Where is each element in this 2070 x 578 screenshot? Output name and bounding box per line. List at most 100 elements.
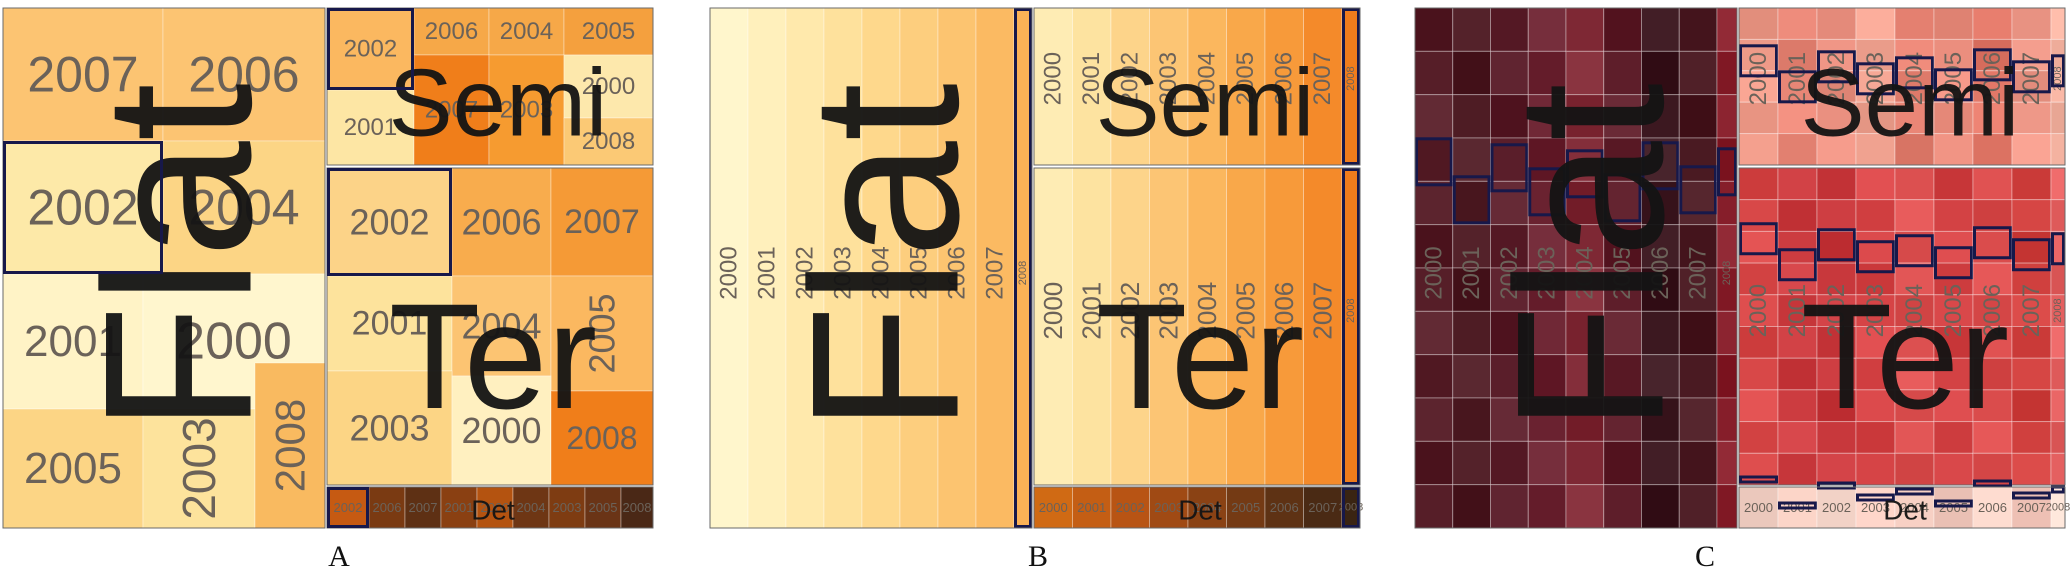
- c-flat-cell-2000-4: [1414, 180, 1454, 226]
- b-semi-cell-2007: [1303, 7, 1343, 166]
- c-ter-highlight-2001: [1778, 248, 1817, 282]
- c-flat-cell-2002-0: [1490, 7, 1529, 52]
- a-semi-cell-2003: [488, 54, 565, 166]
- a-ter-label-2007: 2007: [564, 203, 640, 241]
- a-semi-cell-2004: [488, 7, 565, 56]
- c-semi-label-2000: 2000: [1745, 52, 1772, 105]
- c-flat-cell-2007-2: [1678, 94, 1718, 139]
- c-det-cell-2006-0: [1972, 486, 2013, 529]
- a-ter-cell-2001: [326, 275, 453, 372]
- c-flat-cell-2002-5: [1490, 224, 1529, 269]
- c-ter-label-2003: 2003: [1862, 284, 1889, 337]
- c-semi-cell-2001-3: [1777, 101, 1818, 135]
- b-flat-label-2001: 2001: [754, 246, 781, 299]
- a-flat-cell-2007: [2, 7, 164, 142]
- c-ter-label-2005: 2005: [1940, 284, 1967, 337]
- c-flat-frame: [1414, 7, 1738, 529]
- a-ter-label-2004: 2004: [461, 306, 541, 347]
- a-semi-label-2006: 2006: [425, 18, 478, 45]
- c-flat-label-2006: 2006: [1647, 246, 1674, 299]
- c-semi-cell-2005-3: [1933, 101, 1974, 135]
- c-ter-cell-2008-9: [2050, 452, 2066, 486]
- a-semi-cell-2001: [326, 89, 415, 166]
- c-flat-cell-2004-10: [1565, 440, 1605, 486]
- c-det-highlight-2000: [1739, 475, 1778, 484]
- c-ter-cell-2000-2: [1738, 230, 1779, 264]
- c-flat-label-2001: 2001: [1458, 246, 1485, 299]
- c-ter-highlight-2005: [1934, 246, 1973, 280]
- a-ter-frame: [326, 167, 654, 486]
- c-flat-cell-2004-3: [1565, 137, 1605, 182]
- c-ter-cell-2005-9: [1933, 452, 1974, 486]
- c-flat-cell-2007-8: [1678, 354, 1718, 399]
- a-semi-label-2008: 2008: [582, 128, 635, 155]
- c-ter-cell-2002-4: [1816, 294, 1857, 327]
- c-ter-cell-2007-2: [2011, 230, 2052, 264]
- a-semi-label-2004: 2004: [500, 18, 553, 45]
- a-flat-cell-2003: [142, 408, 256, 529]
- c-ter-cell-2008-3: [2050, 262, 2066, 296]
- panel-label-b: B: [1027, 540, 1048, 573]
- c-semi-cell-2002-0: [1816, 7, 1857, 40]
- b-ter-label-2001: 2001: [1077, 282, 1107, 340]
- a-det-group-label: Det: [471, 495, 515, 526]
- b-ter-cell-2000: [1033, 167, 1073, 486]
- c-ter-cell-2000-7: [1738, 389, 1779, 423]
- c-ter-cell-2003-7: [1855, 389, 1896, 423]
- c-ter-cell-2000-9: [1738, 452, 1779, 486]
- a-flat-highlight: [3, 141, 163, 274]
- c-ter-cell-2004-9: [1894, 452, 1935, 486]
- c-flat-cell-2002-7: [1490, 310, 1529, 356]
- a-flat-label-2004: 2004: [188, 180, 299, 236]
- c-flat-cell-2000-8: [1414, 354, 1454, 399]
- c-ter-frame: [1738, 167, 2066, 486]
- c-flat-cell-2003-9: [1527, 397, 1567, 442]
- b-det-label-2005: 2005: [1231, 500, 1260, 515]
- b-ter-label-2007: 2007: [1308, 282, 1338, 340]
- b-det-frame: [1033, 486, 1361, 529]
- a-ter-label-2002: 2002: [349, 202, 429, 243]
- c-ter-cell-2007-9: [2011, 452, 2052, 486]
- a-det-label-2005: 2005: [589, 500, 618, 515]
- b-ter-cell-2005: [1226, 167, 1266, 486]
- a-semi-cell-2006: [413, 7, 490, 56]
- a-flat-cell-2001: [2, 273, 144, 410]
- b-ter-highlight: [1342, 168, 1360, 485]
- c-flat-cell-2005-0: [1603, 7, 1642, 52]
- c-ter-cell-2002-2: [1816, 230, 1857, 264]
- b-semi-group-label: Semi: [1096, 50, 1315, 157]
- c-flat-cell-2005-1: [1603, 50, 1642, 96]
- c-flat-label-2005: 2005: [1609, 246, 1636, 299]
- a-det-highlight: [327, 487, 369, 528]
- c-semi-cell-2000-3: [1738, 101, 1779, 135]
- c-ter-cell-2002-9: [1816, 452, 1857, 486]
- c-flat-cell-2003-0: [1527, 7, 1567, 52]
- a-semi-label-2000: 2000: [582, 73, 635, 100]
- a-det-cell-2004: [512, 486, 550, 529]
- a-semi-label-2003: 2003: [500, 97, 553, 124]
- c-flat-label-2003: 2003: [1534, 246, 1561, 299]
- b-det-cell-2007: [1303, 486, 1343, 529]
- c-flat-cell-2004-8: [1565, 354, 1605, 399]
- b-ter-cell-2006: [1264, 167, 1304, 486]
- c-flat-cell-2001-11: [1452, 484, 1491, 529]
- a-flat-label-2005: 2005: [24, 444, 122, 493]
- c-semi-cell-2007-0: [2011, 7, 2052, 40]
- c-ter-cell-2007-6: [2011, 357, 2052, 391]
- b-det-label-2000: 2000: [1039, 500, 1068, 515]
- b-ter-frame: [1033, 167, 1361, 486]
- c-ter-highlight-2007: [2012, 238, 2051, 272]
- c-ter-cell-2007-1: [2011, 199, 2052, 232]
- c-flat-label-2002: 2002: [1496, 246, 1523, 299]
- a-ter-label-2005: 2005: [582, 293, 623, 373]
- b-flat-label-2002: 2002: [792, 246, 819, 299]
- c-flat-cell-2000-9: [1414, 397, 1454, 442]
- c-semi-cell-2005-0: [1933, 7, 1974, 40]
- c-ter-cell-2008-7: [2050, 389, 2066, 423]
- c-ter-cell-2005-1: [1933, 199, 1974, 232]
- b-det-cell-2000: [1033, 486, 1073, 529]
- c-ter-highlight-2002: [1817, 228, 1856, 262]
- a-flat-group-label: Flat: [61, 83, 296, 433]
- c-ter-cell-2007-8: [2011, 421, 2052, 454]
- c-flat-cell-2005-11: [1603, 484, 1642, 529]
